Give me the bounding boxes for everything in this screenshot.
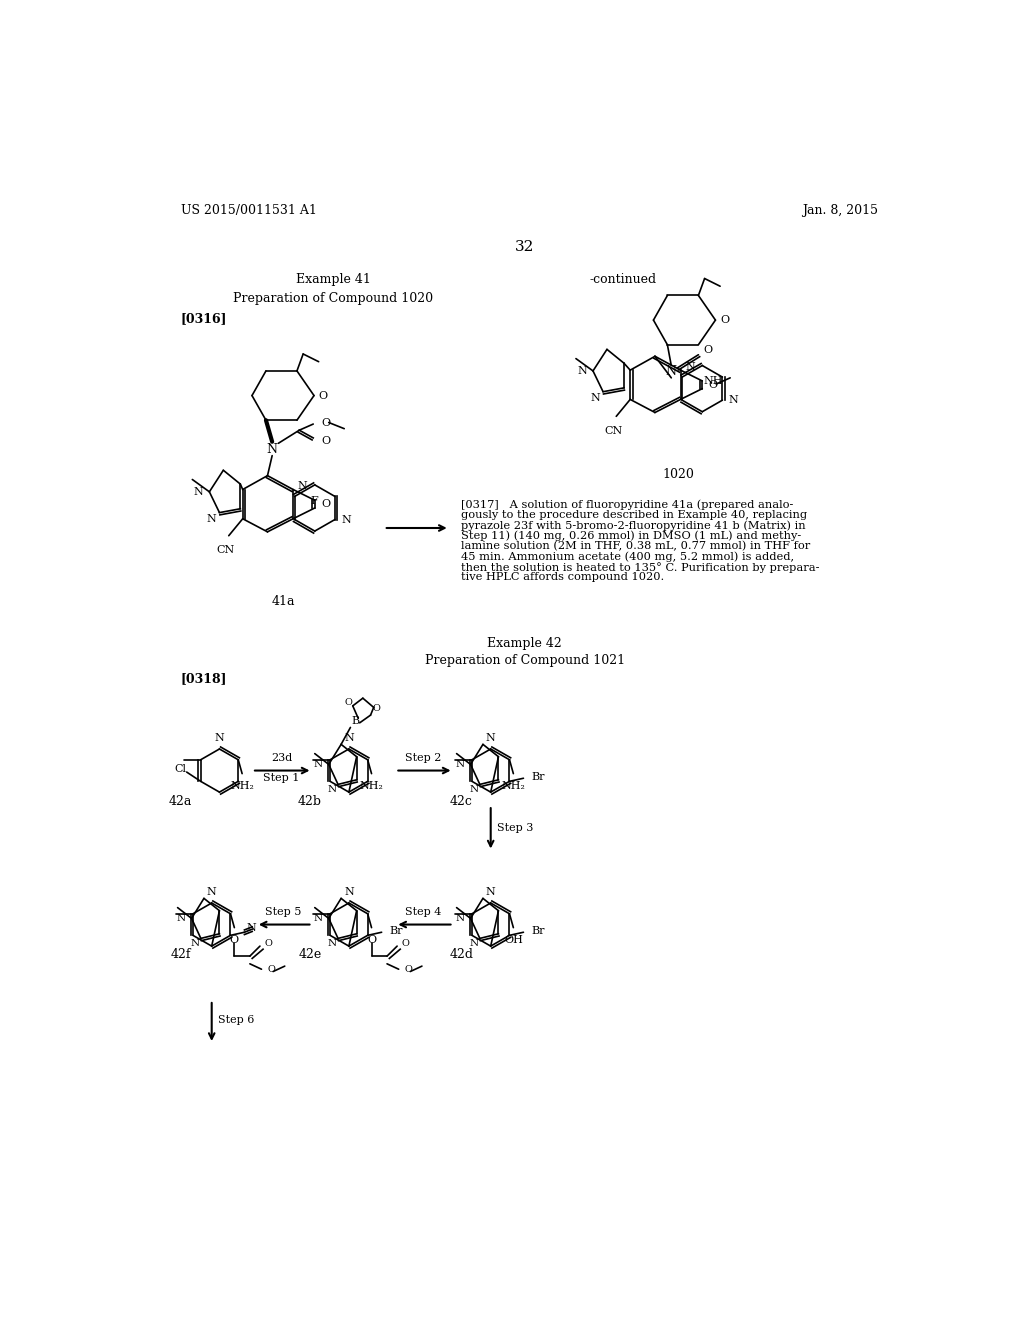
Text: gously to the procedure described in Example 40, replacing: gously to the procedure described in Exa… [461, 510, 807, 520]
Text: 42e: 42e [299, 949, 322, 961]
Text: N: N [207, 887, 216, 898]
Text: Step 3: Step 3 [497, 822, 534, 833]
Text: Br: Br [531, 925, 545, 936]
Text: O: O [404, 965, 413, 974]
Text: Step 11) (140 mg, 0.26 mmol) in DMSO (1 mL) and methy-: Step 11) (140 mg, 0.26 mmol) in DMSO (1 … [461, 531, 802, 541]
Text: N: N [456, 913, 464, 923]
Text: O: O [373, 705, 381, 713]
Text: Preparation of Compound 1021: Preparation of Compound 1021 [425, 655, 625, 668]
Text: N: N [685, 362, 695, 372]
Text: N: N [207, 513, 216, 524]
Text: N: N [578, 366, 587, 376]
Text: pyrazole 23f with 5-bromo-2-fluoropyridine 41 b (Matrix) in: pyrazole 23f with 5-bromo-2-fluoropyridi… [461, 520, 806, 531]
Text: 32: 32 [515, 240, 535, 253]
Text: O: O [720, 315, 729, 325]
Text: 42d: 42d [450, 949, 473, 961]
Text: N: N [313, 760, 323, 768]
Text: N: N [485, 887, 496, 898]
Text: N: N [246, 923, 256, 933]
Text: O: O [267, 965, 275, 974]
Text: N: N [298, 482, 307, 491]
Text: 42a: 42a [169, 795, 193, 808]
Text: O: O [229, 936, 239, 945]
Text: O: O [703, 345, 713, 355]
Text: [0317]   A solution of fluoropyridine 41a (prepared analo-: [0317] A solution of fluoropyridine 41a … [461, 499, 794, 510]
Text: N: N [194, 487, 203, 496]
Text: tive HPLC affords compound 1020.: tive HPLC affords compound 1020. [461, 573, 665, 582]
Text: Cl: Cl [174, 764, 186, 774]
Text: NH: NH [703, 376, 723, 387]
Text: Br: Br [389, 925, 402, 936]
Text: 1020: 1020 [663, 469, 694, 480]
Text: F: F [311, 496, 318, 506]
Text: Step 4: Step 4 [406, 907, 441, 916]
Text: lamine solution (2M in THF, 0.38 mL, 0.77 mmol) in THF for: lamine solution (2M in THF, 0.38 mL, 0.7… [461, 541, 811, 552]
Text: N: N [190, 939, 200, 948]
Text: N: N [341, 515, 351, 524]
Text: Example 41: Example 41 [296, 273, 371, 286]
Text: N: N [485, 733, 496, 743]
Text: 42b: 42b [298, 795, 323, 808]
Text: N: N [328, 939, 337, 948]
Text: 42c: 42c [450, 795, 473, 808]
Text: N: N [313, 913, 323, 923]
Text: N: N [469, 784, 478, 793]
Text: [0318]: [0318] [180, 672, 227, 685]
Text: N: N [266, 444, 278, 455]
Text: US 2015/0011531 A1: US 2015/0011531 A1 [180, 205, 316, 218]
Text: N: N [456, 760, 464, 768]
Text: 41a: 41a [271, 595, 295, 609]
Text: Step 6: Step 6 [218, 1015, 254, 1026]
Text: N: N [344, 733, 353, 743]
Text: then the solution is heated to 135° C. Purification by prepara-: then the solution is heated to 135° C. P… [461, 562, 820, 573]
Text: Example 42: Example 42 [487, 638, 562, 651]
Text: O: O [264, 939, 272, 948]
Text: N: N [666, 366, 677, 379]
Text: O: O [318, 391, 328, 400]
Text: CN: CN [604, 425, 623, 436]
Text: -continued: -continued [589, 273, 656, 286]
Text: B: B [351, 717, 359, 726]
Text: N: N [590, 393, 600, 403]
Text: Step 1: Step 1 [263, 772, 300, 783]
Text: Step 2: Step 2 [406, 752, 441, 763]
Text: O: O [321, 499, 330, 510]
Text: Jan. 8, 2015: Jan. 8, 2015 [802, 205, 879, 218]
Text: O: O [367, 936, 376, 945]
Text: NH₂: NH₂ [230, 781, 254, 791]
Text: CN: CN [216, 545, 234, 554]
Text: O: O [321, 417, 330, 428]
Text: 45 min. Ammonium acetate (400 mg, 5.2 mmol) is added,: 45 min. Ammonium acetate (400 mg, 5.2 mm… [461, 552, 795, 562]
Text: O: O [345, 698, 353, 708]
Text: N: N [729, 395, 738, 405]
Text: O: O [401, 939, 410, 948]
Text: Step 5: Step 5 [265, 907, 301, 916]
Text: N: N [469, 939, 478, 948]
Text: O: O [709, 380, 718, 389]
Text: Preparation of Compound 1020: Preparation of Compound 1020 [233, 292, 433, 305]
Text: O: O [321, 436, 330, 446]
Text: Br: Br [531, 772, 545, 781]
Text: NH₂: NH₂ [502, 781, 525, 791]
Text: [0316]: [0316] [180, 313, 227, 326]
Text: 23d: 23d [270, 752, 292, 763]
Text: 42f: 42f [170, 949, 190, 961]
Text: N: N [344, 887, 353, 898]
Text: N: N [176, 913, 185, 923]
Text: NH₂: NH₂ [359, 781, 383, 791]
Text: OH: OH [504, 936, 523, 945]
Text: N: N [215, 733, 224, 743]
Text: N: N [328, 784, 337, 793]
